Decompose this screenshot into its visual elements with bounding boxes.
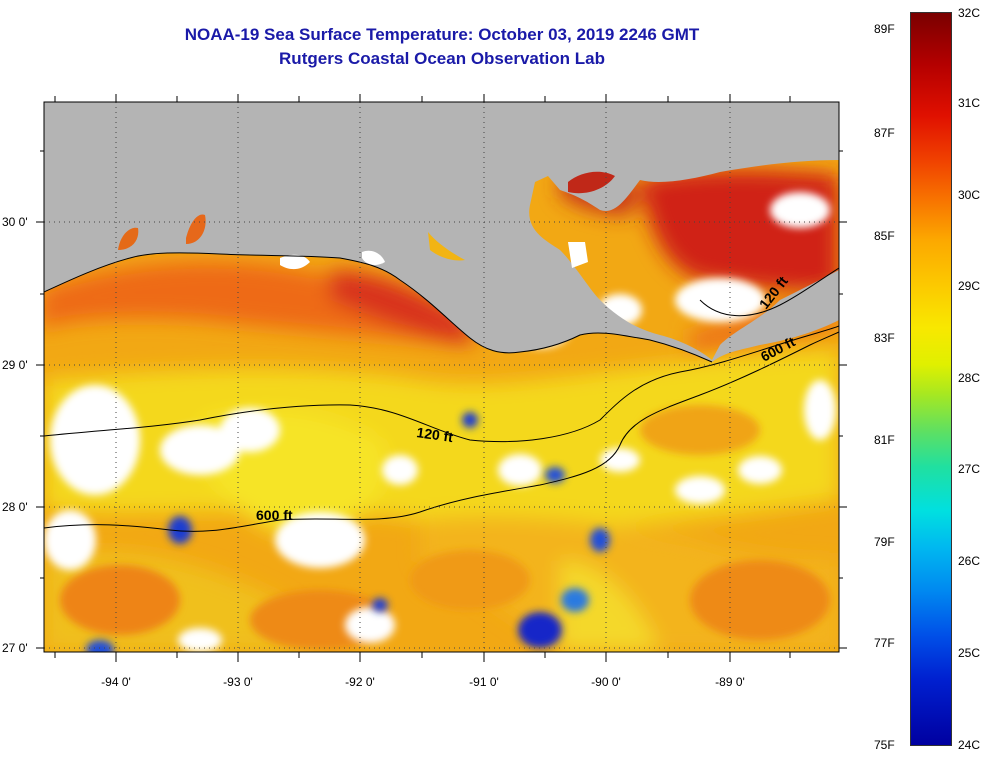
colorbar-f-label: 89F bbox=[874, 22, 895, 36]
colorbar-c-label: 24C bbox=[958, 738, 981, 752]
temperature-colorbar bbox=[910, 12, 952, 746]
colorbar-c-label: 32C bbox=[958, 6, 981, 20]
colorbar-c-label: 29C bbox=[958, 279, 981, 293]
lat-label: 29 0' bbox=[2, 358, 28, 372]
graticule bbox=[44, 102, 839, 652]
contour-label-600ft: 600 ft bbox=[256, 507, 293, 523]
lon-label: -93 0' bbox=[223, 675, 253, 689]
lon-label: -90 0' bbox=[591, 675, 621, 689]
lat-label: 27 0' bbox=[2, 641, 28, 655]
lon-label: -89 0' bbox=[715, 675, 745, 689]
cloud-cover bbox=[44, 192, 836, 652]
land-mass bbox=[44, 102, 839, 362]
axis-ticks bbox=[36, 94, 847, 662]
colorbar-f-label: 81F bbox=[874, 433, 895, 447]
minor-ticks bbox=[54, 96, 791, 658]
colorbar-f-label: 77F bbox=[874, 636, 895, 650]
map-frame bbox=[43, 101, 840, 653]
map-subtitle: Rutgers Coastal Ocean Observation Lab bbox=[279, 49, 605, 68]
colorbar-c-label: 26C bbox=[958, 554, 981, 568]
coastline bbox=[44, 252, 713, 363]
inland-water-patches bbox=[118, 171, 615, 270]
cold-water-spots bbox=[86, 412, 610, 652]
lon-label: -92 0' bbox=[345, 675, 375, 689]
colorbar-c-label: 28C bbox=[958, 371, 981, 385]
colorbar-c-label: 25C bbox=[958, 646, 981, 660]
colorbar-f-label: 79F bbox=[874, 535, 895, 549]
map-title: NOAA-19 Sea Surface Temperature: October… bbox=[184, 25, 700, 44]
contour-label-120ft: 120 ft bbox=[416, 424, 455, 445]
lat-label: 30 0' bbox=[2, 215, 28, 229]
lon-label: -94 0' bbox=[101, 675, 131, 689]
lat-label: 28 0' bbox=[2, 500, 28, 514]
lon-label: -91 0' bbox=[469, 675, 499, 689]
colorbar-c-label: 31C bbox=[958, 96, 981, 110]
colorbar-f-label: 75F bbox=[874, 738, 895, 752]
map-image-layer bbox=[44, 102, 839, 652]
colorbar-f-label: 83F bbox=[874, 331, 895, 345]
contour-120ft-east bbox=[699, 267, 839, 317]
contour-120ft bbox=[44, 325, 839, 443]
colorbar-f-label: 85F bbox=[874, 229, 895, 243]
colorbar-c-label: 30C bbox=[958, 188, 981, 202]
contour-600ft bbox=[44, 331, 839, 532]
colorbar-f-label: 87F bbox=[874, 126, 895, 140]
colorbar-c-label: 27C bbox=[958, 462, 981, 476]
